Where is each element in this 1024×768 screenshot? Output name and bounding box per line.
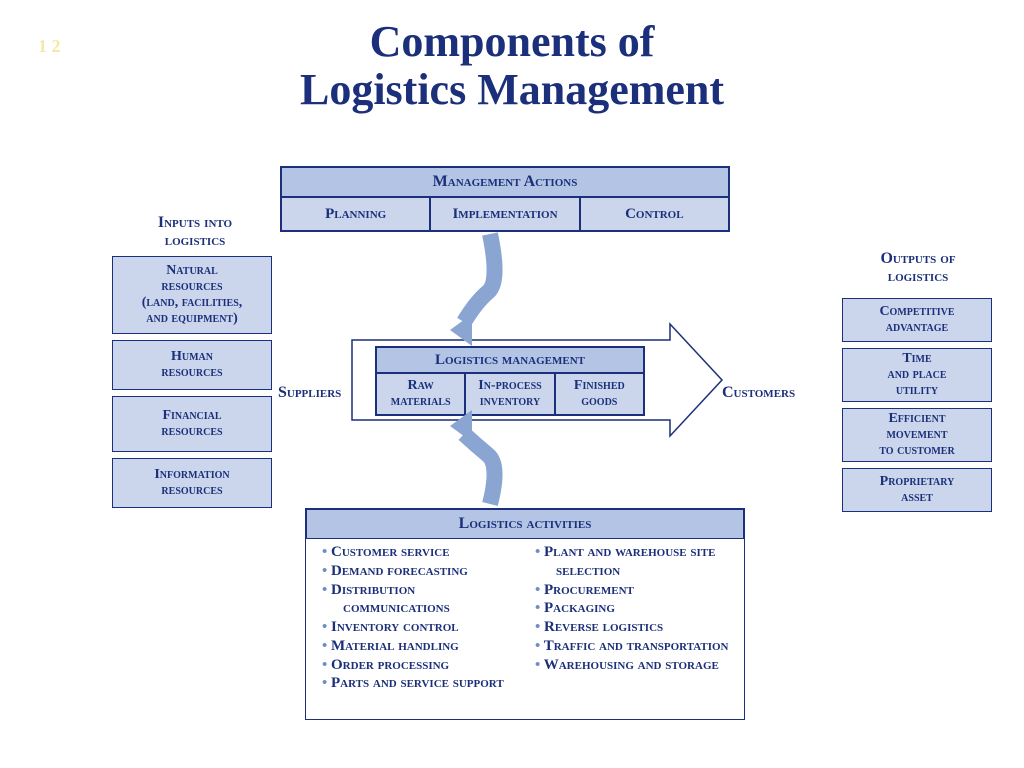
activity-item: Reverse logistics [535, 618, 738, 637]
activity-item: Demand forecasting [322, 562, 525, 581]
activity-item: Parts and service support [322, 674, 525, 693]
activities-body: Customer serviceDemand forecastingDistri… [306, 539, 744, 719]
activity-item: Order processing [322, 656, 525, 675]
logistics-activities-box: Logistics activities Customer serviceDema… [305, 508, 745, 720]
activity-item: Packaging [535, 599, 738, 618]
activities-column: Plant and warehouse site selectionProcur… [525, 543, 738, 715]
activity-item: Material handling [322, 637, 525, 656]
activity-item: Inventory control [322, 618, 525, 637]
activities-column: Customer serviceDemand forecastingDistri… [312, 543, 525, 715]
activity-item: Plant and warehouse site [535, 543, 738, 562]
activity-item: Customer service [322, 543, 525, 562]
activity-item: Warehousing and storage [535, 656, 738, 675]
activity-item: Traffic and transportation [535, 637, 738, 656]
activity-item: selection [541, 562, 738, 581]
activity-item: Procurement [535, 581, 738, 600]
activities-title: Logistics activities [306, 509, 744, 539]
activity-item: Distribution [322, 581, 525, 600]
activity-item: communications [328, 599, 525, 618]
